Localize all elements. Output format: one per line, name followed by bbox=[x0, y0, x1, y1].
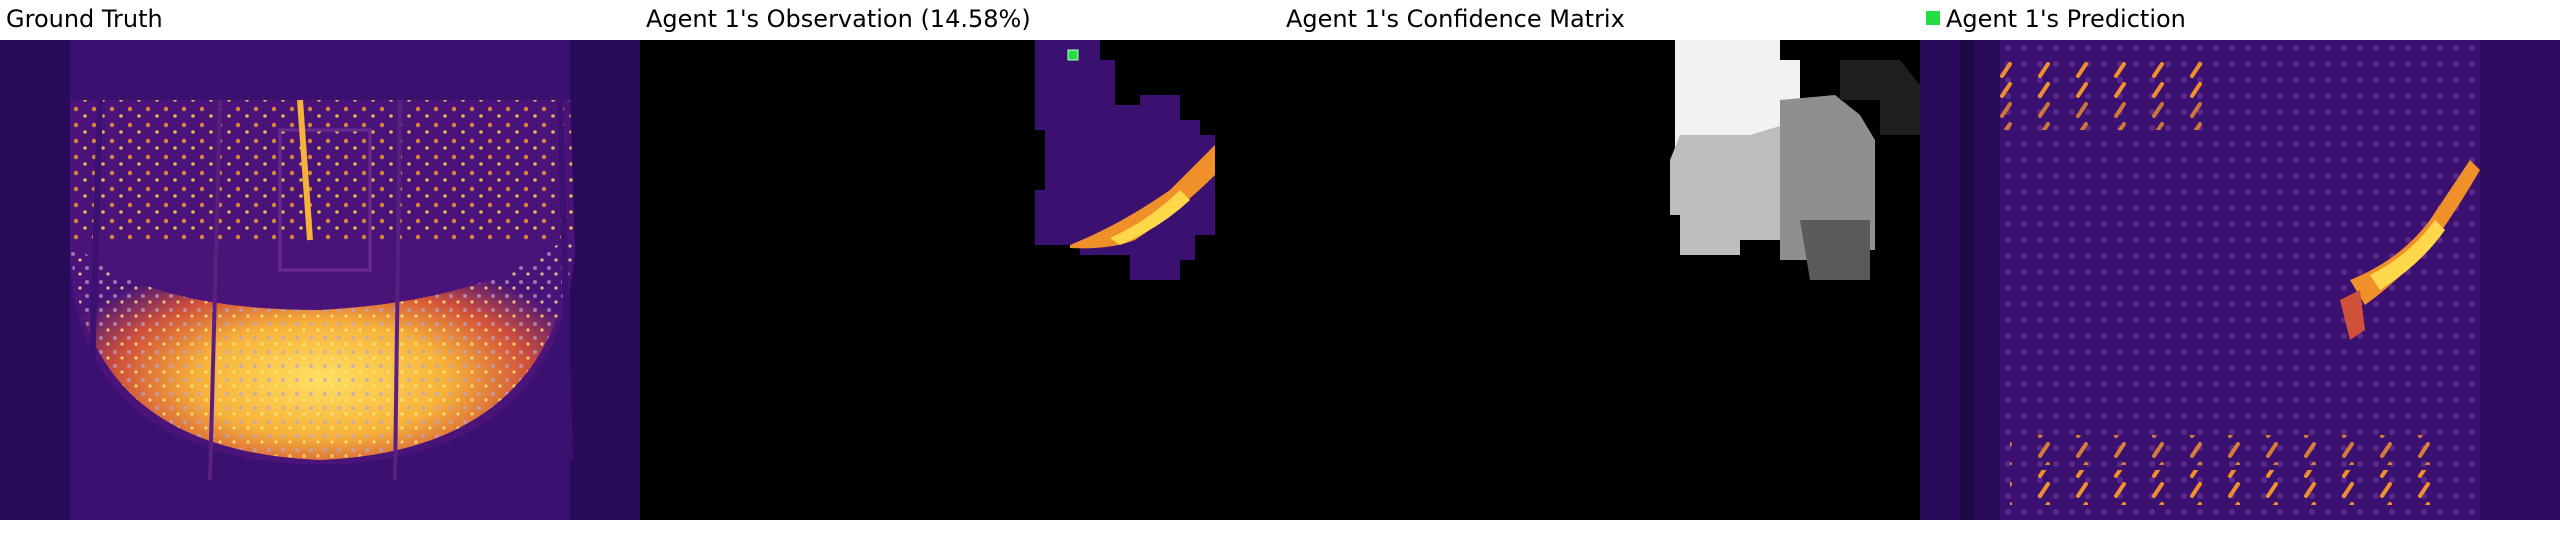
ground-truth-image bbox=[0, 40, 640, 520]
confidence-svg bbox=[1280, 40, 1920, 520]
ground-truth-svg bbox=[0, 40, 640, 520]
prediction-svg bbox=[1920, 40, 2560, 520]
prediction-image bbox=[1920, 40, 2560, 520]
prediction-title-text: Agent 1's Prediction bbox=[1946, 5, 2186, 33]
legend-swatch bbox=[1926, 11, 1940, 25]
confidence-matrix-image bbox=[1280, 40, 1920, 520]
panel-title-prediction: Agent 1's Prediction bbox=[1926, 2, 2186, 36]
panel-title-ground-truth: Ground Truth bbox=[6, 5, 163, 33]
panel-title-confidence: Agent 1's Confidence Matrix bbox=[1286, 5, 1625, 33]
agent-marker bbox=[1067, 49, 1079, 61]
panel-title-observation: Agent 1's Observation (14.58%) bbox=[646, 5, 1031, 33]
observation-image bbox=[640, 40, 1280, 520]
observation-svg bbox=[640, 40, 1280, 520]
